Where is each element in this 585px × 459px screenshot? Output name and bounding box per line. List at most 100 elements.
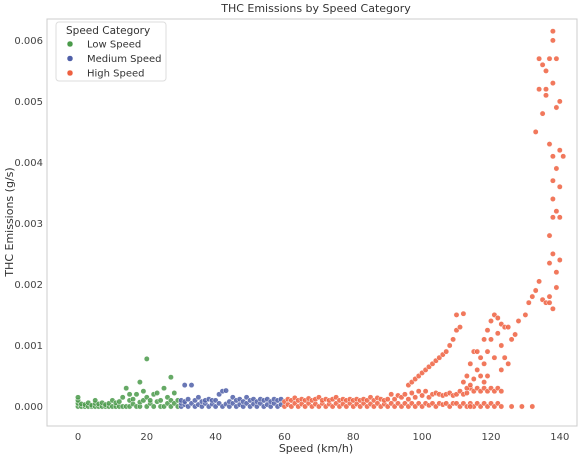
data-point — [481, 379, 488, 386]
data-point — [536, 86, 543, 93]
data-point — [453, 311, 460, 318]
data-point — [549, 196, 556, 202]
data-point — [188, 382, 195, 389]
data-point — [391, 396, 398, 403]
data-point — [150, 403, 157, 410]
data-point — [154, 390, 161, 396]
data-point — [522, 311, 529, 318]
data-point — [488, 336, 494, 343]
data-point — [460, 379, 467, 386]
x-tick-label: 0 — [75, 432, 81, 443]
x-axis-ticks: 0 20 40 60 80 100 120 140 — [75, 432, 570, 443]
data-point — [161, 385, 167, 392]
data-point — [384, 396, 391, 403]
data-point — [388, 391, 395, 398]
chart-title: THC Emissions by Speed Category — [220, 2, 411, 15]
data-point — [546, 293, 553, 300]
data-point — [474, 348, 481, 355]
data-point — [546, 141, 553, 148]
data-point — [553, 104, 560, 111]
data-point — [536, 278, 543, 285]
y-axis-ticks: 0.000 0.001 0.002 0.003 0.004 0.005 0.006 — [14, 36, 43, 413]
data-point — [556, 214, 563, 221]
data-point — [549, 214, 556, 221]
data-point — [477, 354, 484, 361]
data-point — [181, 382, 188, 389]
legend-label: Medium Speed — [87, 54, 162, 65]
data-point — [543, 92, 549, 99]
data-point — [457, 324, 463, 331]
data-point — [498, 366, 505, 373]
legend-marker — [66, 69, 74, 77]
data-point — [553, 55, 560, 62]
data-point — [529, 403, 536, 410]
legend-items: Low Speed Medium Speed High Speed — [66, 40, 162, 80]
legend-marker — [66, 40, 74, 48]
data-point — [553, 284, 560, 291]
data-point — [515, 318, 522, 324]
data-point — [494, 315, 501, 321]
data-point — [481, 336, 488, 343]
y-tick-label: 0.003 — [14, 219, 43, 230]
data-point — [408, 390, 415, 396]
data-point — [463, 373, 470, 379]
data-point — [223, 387, 229, 394]
data-point — [501, 354, 508, 361]
data-point — [477, 373, 484, 379]
data-point — [556, 183, 563, 190]
data-point — [491, 354, 498, 361]
series-medium-speed — [178, 382, 284, 410]
x-tick-label: 100 — [413, 432, 432, 443]
x-tick-label: 40 — [209, 432, 222, 443]
plot-area-frame — [46, 18, 578, 427]
data-point — [508, 336, 515, 343]
series-high-speed — [281, 28, 567, 410]
x-tick-label: 60 — [278, 432, 291, 443]
data-point — [133, 391, 140, 398]
data-point — [92, 397, 99, 404]
x-tick-label: 80 — [347, 432, 360, 443]
data-point — [167, 374, 174, 381]
x-tick-label: 20 — [140, 432, 153, 443]
data-point — [130, 396, 136, 403]
data-point — [549, 177, 556, 184]
data-point — [549, 305, 556, 312]
data-point — [532, 287, 539, 294]
data-point — [484, 373, 491, 379]
data-point — [443, 348, 450, 355]
data-point — [171, 390, 178, 396]
y-tick-label: 0.002 — [14, 280, 43, 291]
data-point — [147, 397, 154, 404]
legend: Speed Category Low Speed Medium Speed High… — [55, 21, 167, 82]
data-point — [549, 80, 556, 87]
y-tick-label: 0.000 — [14, 402, 43, 413]
data-point — [467, 360, 474, 367]
data-point — [525, 299, 532, 306]
data-point — [484, 327, 491, 334]
legend-label: High Speed — [87, 69, 145, 80]
data-point — [505, 324, 512, 331]
x-axis-label: Speed (km/h) — [279, 442, 353, 455]
data-point — [405, 396, 412, 403]
data-point — [494, 330, 501, 337]
data-point — [546, 55, 553, 62]
data-point — [412, 394, 419, 401]
data-point — [195, 394, 202, 401]
legend-title: Speed Category — [66, 25, 150, 37]
series-low-speed — [75, 355, 181, 410]
data-point — [470, 376, 477, 382]
data-point — [415, 388, 422, 395]
y-tick-label: 0.001 — [14, 341, 43, 352]
data-point — [560, 153, 567, 160]
y-axis-label: THC Emissions (g/s) — [3, 167, 16, 277]
data-point — [143, 355, 150, 362]
data-point — [532, 128, 539, 135]
data-point — [556, 257, 563, 263]
x-tick-label: 120 — [481, 432, 500, 443]
x-tick-label: 140 — [550, 432, 569, 443]
data-point — [185, 396, 192, 403]
data-point — [498, 388, 505, 395]
data-point — [549, 37, 556, 44]
data-point — [126, 391, 133, 398]
data-point — [556, 147, 563, 154]
